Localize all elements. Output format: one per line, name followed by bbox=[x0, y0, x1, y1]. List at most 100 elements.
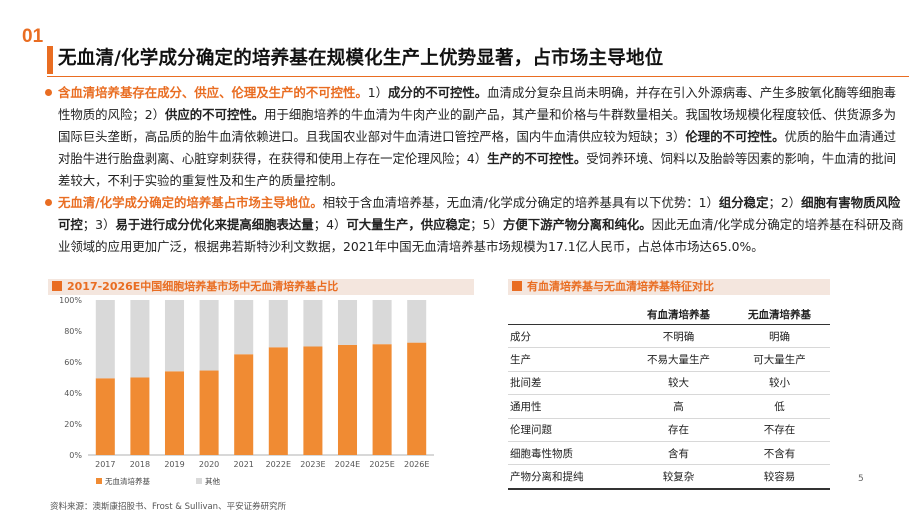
paragraph1-h1: 成分的不可控性。 bbox=[388, 85, 488, 100]
y-tick-label: 100% bbox=[59, 296, 82, 305]
bar-segment bbox=[234, 300, 254, 355]
paragraph1-t1: 血清成分复杂且尚未明确，并存在引入外源病毒、产生多胺氧化酶等细胞毒性物质的风险；… bbox=[58, 85, 897, 122]
bar-segment bbox=[407, 342, 427, 455]
table-cell: 不存在 bbox=[729, 418, 830, 442]
y-tick-label: 0% bbox=[69, 451, 82, 460]
chart-heading: 2017-2026E中国细胞培养基市场中无血清培养基占比 bbox=[48, 279, 474, 295]
table-cell: 含有 bbox=[628, 441, 729, 466]
y-tick-label: 60% bbox=[64, 358, 82, 367]
bar-segment bbox=[372, 344, 392, 455]
chart-heading-text: 2017-2026E中国细胞培养基市场中无血清培养基占比 bbox=[67, 280, 339, 293]
stacked-bar-chart: 0% 20% 40% 60% 80% 100% 2017 2018 2019 2020 2021 20… bbox=[59, 296, 434, 486]
bar-segment bbox=[130, 377, 150, 455]
bar-segment bbox=[95, 300, 115, 379]
page-number: 5 bbox=[858, 474, 864, 484]
paragraph2-t2: ；3） bbox=[82, 217, 116, 232]
bullet-icon bbox=[45, 89, 52, 96]
table-cell: 不明确 bbox=[628, 324, 729, 349]
bar-segment bbox=[303, 346, 323, 455]
comparison-table: 有血清培养基 无血清培养基 成分 不明确 明确 生产 不易大量生产 可大量生产 批间差 较大 较小… bbox=[508, 304, 830, 490]
bar-segment bbox=[372, 300, 392, 345]
table-cell: 不含有 bbox=[729, 441, 830, 466]
square-icon bbox=[52, 281, 62, 291]
bar-segment bbox=[337, 344, 358, 455]
table-row: 产物分离和提纯 较复杂 较容易 bbox=[508, 464, 830, 490]
table-row: 伦理问题 存在 不存在 bbox=[508, 418, 830, 442]
x-tick-label: 2020 bbox=[199, 460, 219, 469]
paragraph1-h2: 供应的不可控性。 bbox=[165, 107, 265, 122]
bar-segment bbox=[95, 378, 115, 455]
paragraph2-h3: 易于进行成分优化来提高细胞表达量 bbox=[115, 217, 314, 232]
x-tick-label: 2025E bbox=[369, 460, 394, 469]
legend-label: 无血清培养基 bbox=[105, 476, 150, 486]
x-tick-label: 2019 bbox=[164, 460, 184, 469]
table-row: 细胞毒性物质 含有 不含有 bbox=[508, 441, 830, 466]
paragraph2-h4: 可大量生产，供应稳定 bbox=[346, 217, 471, 232]
bar-segment bbox=[164, 371, 185, 455]
bar-segment bbox=[337, 300, 358, 345]
table-cell: 不易大量生产 bbox=[628, 347, 729, 372]
table-row-label: 成分 bbox=[508, 324, 628, 349]
table-heading: 有血清培养基与无血清培养基特征对比 bbox=[508, 279, 830, 295]
bar-segment bbox=[407, 300, 427, 343]
table-row: 成分 不明确 明确 bbox=[508, 324, 830, 349]
legend-label: 其他 bbox=[205, 476, 220, 486]
table-row-label: 批间差 bbox=[508, 371, 628, 396]
paragraph2-t1: ；2） bbox=[768, 195, 802, 210]
y-tick-label: 20% bbox=[64, 420, 82, 429]
x-tick-label: 2024E bbox=[335, 460, 360, 469]
bar-segment bbox=[268, 347, 288, 455]
title-divider bbox=[47, 76, 909, 77]
table-row-label: 细胞毒性物质 bbox=[508, 441, 628, 466]
title-accent-bar bbox=[47, 46, 53, 74]
bar-segment bbox=[199, 300, 219, 371]
source-note: 资料来源：澳斯康招股书、Frost & Sullivan、平安证券研究所 bbox=[50, 502, 287, 512]
page-title: 无血清/化学成分确定的培养基在规模化生产上优势显著，占市场主导地位 bbox=[58, 48, 664, 69]
y-tick-label: 80% bbox=[64, 327, 82, 336]
x-tick-label: 2017 bbox=[95, 460, 115, 469]
paragraph2-t3: ；4） bbox=[313, 217, 347, 232]
bar-segment bbox=[268, 300, 288, 348]
table-header-cell: 无血清培养基 bbox=[729, 304, 830, 325]
paragraph2-h5: 方便下游产物分离和纯化。 bbox=[502, 217, 652, 232]
x-tick-label: 2023E bbox=[300, 460, 325, 469]
table-header-cell: 有血清培养基 bbox=[628, 304, 729, 325]
paragraph1-lead: 含血清培养基存在成分、供应、伦理及生产的不可控性。 bbox=[58, 85, 368, 100]
table-cell: 存在 bbox=[628, 418, 729, 442]
table-cell: 较大 bbox=[628, 371, 729, 396]
table-row: 生产 不易大量生产 可大量生产 bbox=[508, 347, 830, 372]
section-number: 01 bbox=[22, 26, 44, 47]
paragraph1-t3: 优质的胎牛血清通过对胎牛进行胎盘剥离、心脏穿刺获得，在获得和使用上存在一定伦理风… bbox=[58, 129, 897, 166]
paragraph-serum-free-dominant: 无血清/化学成分确定的培养基占市场主导地位。相较于含血清培养基，无血清/化学成分… bbox=[45, 192, 904, 258]
table-header-row: 有血清培养基 无血清培养基 bbox=[508, 304, 830, 325]
paragraph1-n1: 1） bbox=[367, 85, 389, 100]
table-cell: 可大量生产 bbox=[729, 347, 830, 372]
table-cell: 较容易 bbox=[729, 464, 830, 490]
bar-segment bbox=[199, 370, 219, 455]
x-tick-label: 2026E bbox=[404, 460, 429, 469]
table-row-label: 产物分离和提纯 bbox=[508, 464, 628, 490]
x-tick-label: 2018 bbox=[130, 460, 150, 469]
paragraph2-h2: 细胞有害物质风险可控 bbox=[58, 195, 901, 232]
bar-segment bbox=[164, 300, 185, 372]
paragraph2-t0: 相较于含血清培养基，无血清/化学成分确定的培养基具有以下优势：1） bbox=[322, 195, 719, 210]
legend-swatch bbox=[196, 478, 202, 484]
table-row-label: 生产 bbox=[508, 347, 628, 372]
table-row-label: 伦理问题 bbox=[508, 418, 628, 442]
x-tick-label: 2021 bbox=[234, 460, 254, 469]
square-icon bbox=[512, 281, 522, 291]
bar-segment bbox=[130, 300, 150, 378]
table-header-cell bbox=[508, 304, 628, 325]
paragraph1-h3: 伦理的不可控性。 bbox=[685, 129, 785, 144]
legend-swatch bbox=[96, 478, 102, 484]
paragraph1-h4: 生产的不可控性。 bbox=[487, 151, 587, 166]
table-heading-text: 有血清培养基与无血清培养基特征对比 bbox=[527, 280, 714, 293]
table-row: 通用性高低 bbox=[508, 394, 830, 419]
paragraph2-t5: 因此无血清/化学成分确定的培养基在科研及商业领域的应用更加广泛，根据弗若斯特沙利… bbox=[58, 217, 904, 254]
table-cell: 低 bbox=[729, 394, 830, 419]
bar-segment bbox=[234, 354, 254, 455]
paragraph-serum-uncontrollable: 含血清培养基存在成分、供应、伦理及生产的不可控性。1）成分的不可控性。血清成分复… bbox=[45, 82, 904, 192]
paragraph2-t4: ；5） bbox=[470, 217, 503, 232]
table-row: 批间差 较大 较小 bbox=[508, 371, 830, 396]
x-tick-label: 2022E bbox=[266, 460, 291, 469]
